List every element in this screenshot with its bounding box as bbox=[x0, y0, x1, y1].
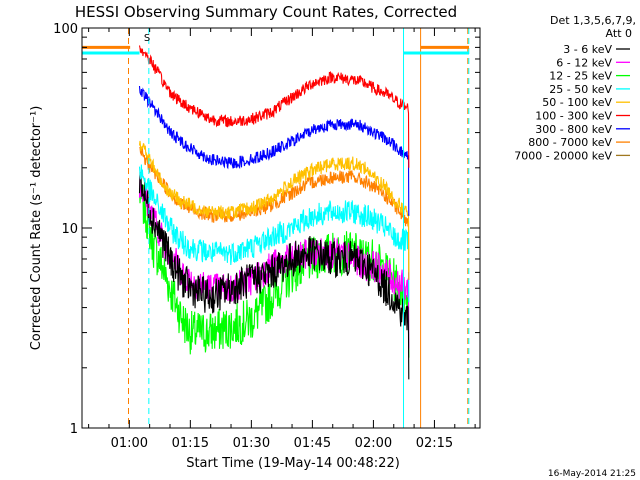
series-line bbox=[138, 140, 410, 273]
legend-header-line-2: Att 0 bbox=[606, 27, 632, 40]
series-line bbox=[138, 45, 410, 168]
chart-title: HESSI Observing Summary Count Rates, Cor… bbox=[75, 3, 457, 21]
x-tick-label: 01:30 bbox=[233, 436, 270, 451]
saa-layer bbox=[82, 45, 470, 55]
x-tick-label: 01:15 bbox=[172, 436, 209, 451]
legend-label: 800 - 7000 keV bbox=[528, 136, 612, 149]
x-axis: 01:00 01:15 01:30 01:45 02:00 02:15 bbox=[88, 28, 476, 451]
legend-label: 6 - 12 keV bbox=[556, 56, 612, 69]
legend-header-line-1: Det 1,3,5,6,7,9, bbox=[550, 14, 636, 27]
legend-label: 3 - 6 keV bbox=[563, 43, 612, 56]
marker-layer bbox=[128, 28, 470, 428]
series-layer bbox=[138, 45, 410, 380]
legend-label: 25 - 50 keV bbox=[549, 83, 612, 96]
legend-label: 100 - 300 keV bbox=[535, 110, 612, 123]
x-tick-label: 02:00 bbox=[355, 436, 392, 451]
x-tick-label: 01:00 bbox=[111, 436, 148, 451]
series-line bbox=[138, 164, 410, 303]
legend-label: 12 - 25 keV bbox=[549, 70, 612, 83]
series-line bbox=[138, 85, 410, 216]
y-tick-label: 10 bbox=[61, 222, 78, 237]
series-line bbox=[138, 172, 410, 380]
footer-date: 16-May-2014 21:25 bbox=[548, 469, 636, 479]
legend-label: 7000 - 20000 keV bbox=[514, 149, 612, 162]
legend-label: 300 - 800 keV bbox=[535, 123, 612, 136]
y-tick-label: 100 bbox=[53, 22, 78, 37]
y-axis-label: Corrected Count Rate (s⁻¹ detector⁻¹) bbox=[29, 106, 44, 351]
plot-annotation: S bbox=[144, 33, 150, 44]
y-tick-label: 1 bbox=[70, 422, 78, 437]
x-axis-label: Start Time (19-May-14 00:48:22) bbox=[186, 456, 400, 471]
y-axis: 1 10 100 bbox=[53, 22, 480, 437]
x-tick-label: 01:45 bbox=[294, 436, 331, 451]
x-tick-label: 02:15 bbox=[416, 436, 453, 451]
legend-label: 50 - 100 keV bbox=[542, 96, 612, 109]
